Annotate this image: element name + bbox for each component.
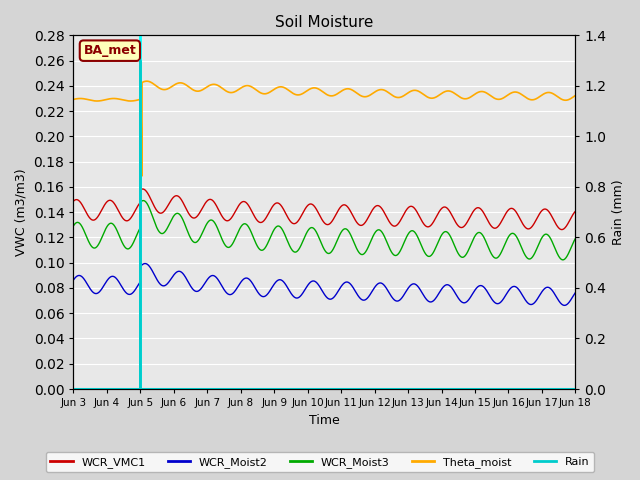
- Y-axis label: VWC (m3/m3): VWC (m3/m3): [15, 168, 28, 256]
- X-axis label: Time: Time: [309, 414, 340, 427]
- Y-axis label: Rain (mm): Rain (mm): [612, 180, 625, 245]
- Text: BA_met: BA_met: [83, 44, 136, 57]
- Legend: WCR_VMC1, WCR_Moist2, WCR_Moist3, Theta_moist, Rain: WCR_VMC1, WCR_Moist2, WCR_Moist3, Theta_…: [46, 452, 594, 472]
- Title: Soil Moisture: Soil Moisture: [275, 15, 374, 30]
